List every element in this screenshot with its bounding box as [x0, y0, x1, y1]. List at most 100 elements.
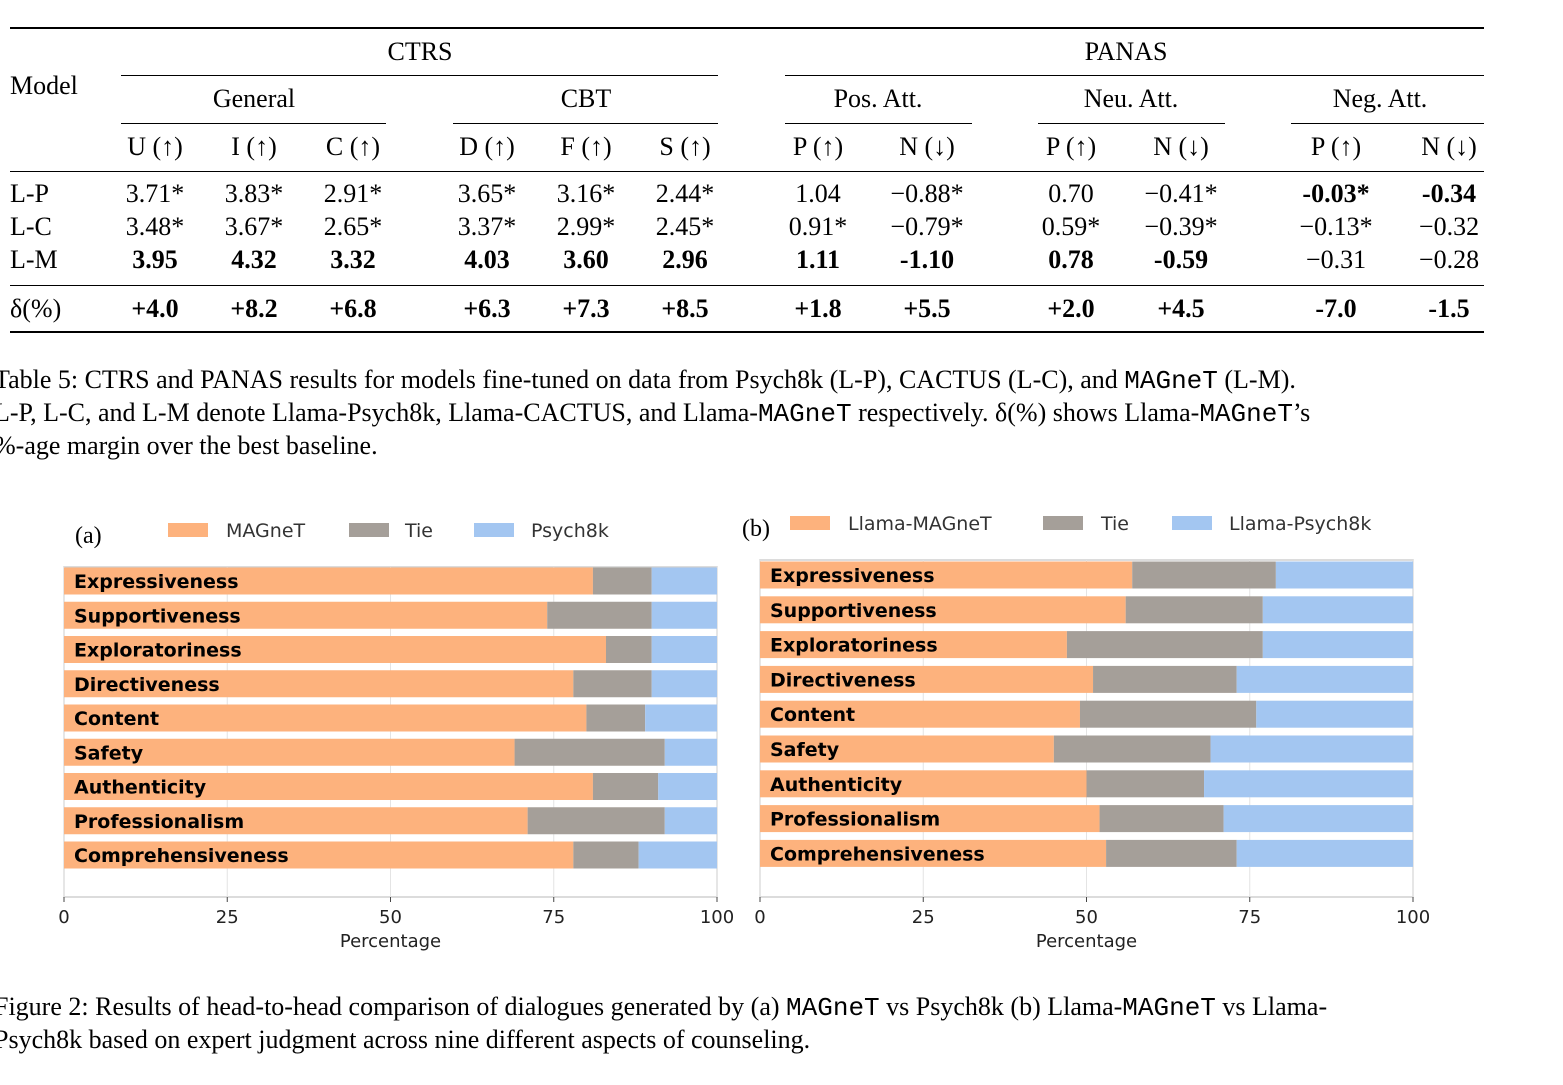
- table-caption-line: %-age margin over the best baseline.: [0, 431, 378, 460]
- bar-segment: [1204, 770, 1413, 798]
- chart-panel: Expressiveness Supportiveness Exploratorin…: [742, 513, 1430, 952]
- panel-label: (b): [742, 516, 770, 542]
- bar-segment: [651, 567, 717, 595]
- caption-mono: MAGneT: [786, 993, 880, 1023]
- table-cell: 0.78: [1048, 245, 1094, 274]
- table-top-rule: [10, 27, 1484, 29]
- delta-cell: +2.0: [1047, 294, 1095, 323]
- bar-segment: [1210, 735, 1413, 763]
- delta-cell: +7.3: [562, 294, 610, 323]
- caption-text: Figure 2: Results of head-to-head compar…: [0, 992, 787, 1021]
- category-label: Supportiveness: [770, 600, 937, 622]
- x-axis-label: Percentage: [340, 931, 441, 952]
- bar-segment: [64, 670, 574, 698]
- table-cell: 3.71*: [125, 179, 185, 208]
- category-label: Authenticity: [770, 774, 903, 796]
- col-header: I (↑): [231, 132, 277, 161]
- bar-segment: [1236, 665, 1413, 693]
- legend-swatch: [474, 523, 514, 537]
- bar-segment: [664, 807, 717, 835]
- bar-segment: [586, 704, 646, 732]
- legend-swatch: [790, 516, 830, 530]
- delta-cell: -7.0: [1315, 294, 1357, 323]
- bar-segment: [605, 636, 652, 663]
- model-header: Model: [10, 71, 78, 100]
- cbt-rule: [453, 123, 718, 124]
- bar-segment: [760, 735, 1054, 763]
- tick-label: 50: [1075, 907, 1098, 928]
- col-header: P (↑): [1045, 132, 1097, 161]
- category-label: Exploratoriness: [770, 635, 938, 657]
- bar-segment: [64, 807, 528, 835]
- figure-caption-line: Figure 2: Results of head-to-head compar…: [0, 990, 1514, 1025]
- bar-segment: [1236, 839, 1413, 867]
- category-label: Safety: [770, 739, 840, 761]
- delta-cell: +8.2: [230, 294, 278, 323]
- table-cell: 3.32: [330, 245, 376, 274]
- table-cell: −0.28: [1418, 245, 1480, 274]
- row-label: L-P: [10, 179, 49, 208]
- tick-label: 50: [379, 907, 402, 928]
- tick-label: 25: [912, 907, 935, 928]
- col-header: P (↑): [792, 132, 844, 161]
- header-rule: [10, 171, 1484, 172]
- neg-att-header: Neg. Att.: [1332, 84, 1428, 113]
- table-cell: −0.39*: [1144, 212, 1218, 241]
- delta-cell: -1.5: [1428, 294, 1470, 323]
- chart-panel: Expressiveness Supportiveness Exploratorin…: [58, 520, 734, 952]
- ctrs-rule: [121, 75, 718, 76]
- bar-segment: [64, 704, 587, 732]
- col-header: N (↓): [1153, 132, 1209, 161]
- bar-segment: [645, 704, 717, 732]
- bar-segment: [1132, 561, 1276, 589]
- bar-segment: [651, 636, 717, 663]
- tick-label: 0: [58, 907, 69, 928]
- bar-segment: [1256, 700, 1413, 728]
- category-label: Content: [770, 704, 855, 726]
- category-label: Supportiveness: [74, 605, 241, 627]
- caption-mono: MAGneT: [1199, 399, 1293, 429]
- table-cell: 3.95: [132, 245, 178, 274]
- table-cell: 0.91*: [788, 212, 848, 241]
- comparison-charts: Expressiveness Supportiveness Exploratorin…: [58, 513, 1430, 952]
- table-cell: 2.96: [662, 245, 708, 274]
- bar-segment: [573, 670, 652, 698]
- delta-cell: +8.5: [661, 294, 709, 323]
- bar-segment: [760, 839, 1107, 867]
- col-header: P (↑): [1310, 132, 1362, 161]
- delta-cell: +4.5: [1157, 294, 1205, 323]
- legend-label: Llama-MAGneT: [848, 513, 992, 535]
- bar-segment: [651, 670, 717, 698]
- table-cell: 3.67*: [224, 212, 284, 241]
- caption-text: (L-M).: [1217, 365, 1296, 394]
- bar-segment: [1053, 735, 1211, 763]
- table-cell: 4.03: [464, 245, 510, 274]
- neu-att-header: Neu. Att.: [1083, 84, 1179, 113]
- bar-segment: [1275, 561, 1413, 589]
- table-cell: 1.11: [795, 245, 841, 274]
- category-label: Comprehensiveness: [770, 843, 985, 865]
- table-cell: 1.04: [795, 179, 841, 208]
- bar-segment: [1086, 770, 1205, 798]
- panel-label: (a): [75, 523, 102, 549]
- caption-text: Table 5: CTRS and PANAS results for mode…: [0, 365, 1125, 394]
- bar-segment: [1262, 631, 1413, 659]
- bar-segment: [514, 738, 665, 766]
- table-cell: -0.34: [1421, 179, 1477, 208]
- table-cell: −0.41*: [1144, 179, 1218, 208]
- general-rule: [121, 123, 386, 124]
- bar-segment: [64, 601, 548, 629]
- col-header: S (↑): [659, 132, 711, 161]
- bar-segment: [760, 596, 1126, 624]
- bar-segment: [592, 567, 652, 595]
- delta-cell: +1.8: [794, 294, 842, 323]
- legend: MAGneT Tie Psych8k: [168, 520, 609, 542]
- bar-segment: [1079, 700, 1257, 728]
- delta-cell: +4.0: [131, 294, 179, 323]
- col-header: D (↑): [459, 132, 515, 161]
- bar-segment: [1066, 631, 1263, 659]
- col-header: F (↑): [560, 132, 612, 161]
- caption-mono: MAGneT: [1122, 993, 1216, 1023]
- col-header: C (↑): [325, 132, 381, 161]
- tick-label: 100: [700, 907, 734, 928]
